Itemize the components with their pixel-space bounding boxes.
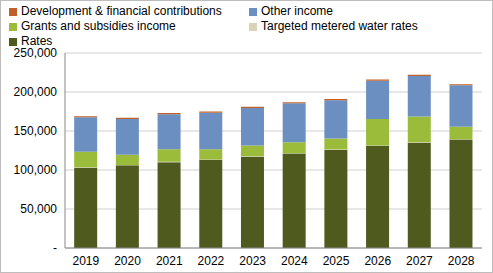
svg-text:2023: 2023: [239, 254, 266, 268]
html-text:Other income: Other income: [261, 4, 333, 18]
svg-text:100,000: 100,000: [14, 163, 58, 177]
svg-text:200,000: 200,000: [14, 85, 58, 99]
html-text:Development & financial contri: Development & financial contributions: [21, 4, 222, 18]
svg-text:2026: 2026: [364, 254, 391, 268]
html-text:Rates: Rates: [21, 34, 53, 48]
svg-text:150,000: 150,000: [14, 124, 58, 138]
svg-text:2022: 2022: [198, 254, 225, 268]
svg-text:2019: 2019: [72, 254, 99, 268]
svg-text:2028: 2028: [448, 254, 475, 268]
svg-text:2024: 2024: [281, 254, 308, 268]
svg-text:250,000: 250,000: [14, 46, 58, 60]
svg-text:-: -: [53, 241, 57, 255]
svg-text:2020: 2020: [114, 254, 141, 268]
html-text:Grants and subsidies income: Grants and subsidies income: [21, 19, 176, 33]
html-text:Targeted metered water rates: Targeted metered water rates: [261, 19, 418, 33]
svg-text:2027: 2027: [406, 254, 433, 268]
svg-text:2021: 2021: [156, 254, 183, 268]
svg-text:2025: 2025: [323, 254, 350, 268]
svg-text:50,000: 50,000: [20, 202, 57, 216]
